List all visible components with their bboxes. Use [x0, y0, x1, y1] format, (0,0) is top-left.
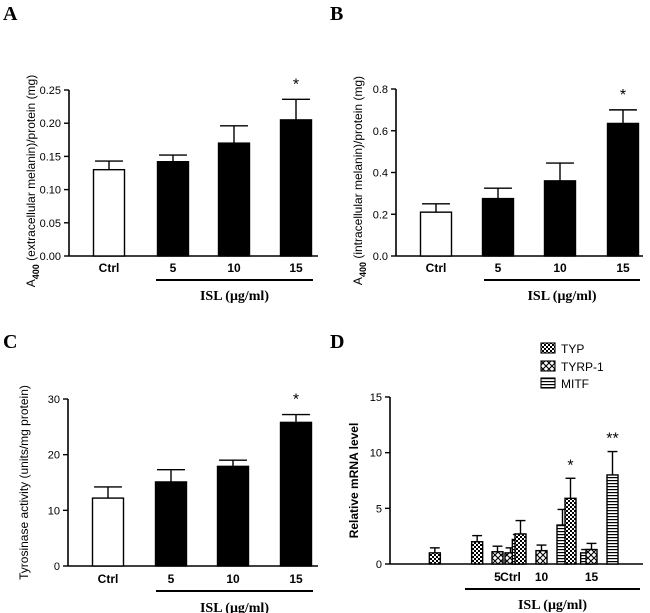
panel-b: B 0.0 0.2 0.4 0.6 0.8 A400 (intracellular mela… [330, 3, 643, 304]
significance-marker: * [293, 76, 299, 93]
bar-15 [606, 122, 640, 257]
x-tick-label: 5 [168, 572, 175, 586]
bar-10 [217, 142, 251, 257]
y-tick-label: 0.05 [40, 218, 61, 230]
y-tick-label: 15 [370, 392, 382, 404]
bar-5 [481, 197, 515, 257]
bar-typ-10 [514, 533, 527, 565]
x-tick-label: 15 [585, 570, 599, 584]
bar-tyrp-1-10 [535, 549, 548, 565]
panel-d: D 0 5 10 15 Relative mRNA level ISL (μg/ml) Ctr… [330, 331, 643, 613]
bar-ctrl [91, 497, 125, 567]
significance-marker: * [293, 392, 299, 409]
bar-tyrp-1-15 [585, 548, 598, 565]
panel-label: A [3, 3, 18, 25]
bar-ctrl [419, 211, 453, 257]
x-tick-label: 10 [226, 572, 240, 586]
y-tick-label: 0.6 [373, 126, 388, 138]
x-tick-label: 10 [535, 570, 549, 584]
y-tick-label: 30 [48, 394, 60, 406]
y-tick-label: 5 [376, 503, 382, 515]
x-tick-label: 15 [289, 572, 303, 586]
panel-label: C [3, 331, 17, 353]
x-tick-label: 10 [553, 261, 567, 275]
panel-label: D [330, 331, 344, 353]
y-tick-label: 0.0 [373, 251, 388, 263]
panel-label: B [330, 3, 343, 25]
legend-label: TYP [561, 342, 584, 356]
x-tick-label: 5 [170, 261, 177, 275]
bar-10 [216, 465, 250, 567]
legend-swatch-mitf [540, 377, 556, 389]
y-axis-label-prefix: A [351, 277, 365, 285]
group-label: ISL (μg/ml) [518, 598, 587, 613]
y-tick-label: 0 [54, 561, 60, 573]
legend-swatch-typ [540, 342, 556, 354]
y-tick-label: 0.15 [40, 151, 61, 163]
bar-5 [156, 161, 190, 257]
bar-15 [279, 119, 313, 257]
y-tick-label: 0.2 [373, 209, 388, 221]
legend-swatch-tyrp-1 [540, 360, 556, 372]
group-label: ISL (μg/ml) [200, 601, 269, 613]
y-tick-label: 0.25 [40, 85, 61, 97]
y-axis-label-text: (intracellular melanin)/protein (mg) [351, 76, 365, 262]
y-tick-label: 0.20 [40, 118, 61, 130]
significance-marker: * [620, 87, 626, 104]
y-axis-label: Tyrosinase activity (units/mg protein) [17, 385, 31, 580]
significance-marker: * [567, 457, 573, 474]
y-axis-label-subscript: 400 [358, 262, 368, 277]
x-tick-label: Ctrl [500, 570, 521, 584]
significance-marker: ** [606, 431, 618, 448]
y-axis-label-subscript: 400 [31, 264, 41, 279]
x-tick-label: 10 [227, 261, 241, 275]
x-tick-label: Ctrl [99, 261, 120, 275]
panel-c: C 0 10 20 30 Tyrosinase activity (units/mg pr… [3, 331, 318, 613]
y-axis-label-text: (extracellular melanin)/protein (mg) [24, 75, 38, 264]
y-axis-label-prefix: A [24, 279, 38, 287]
bar-15 [279, 421, 313, 567]
bar-typ-5 [470, 541, 484, 565]
y-tick-label: 0.10 [40, 185, 61, 197]
x-tick-label: 5 [495, 261, 502, 275]
y-tick-label: 0.4 [373, 168, 388, 180]
y-tick-label: 0 [376, 559, 382, 571]
bar-ctrl [92, 168, 126, 257]
group-label: ISL (μg/ml) [200, 289, 269, 304]
bar-typ-15 [564, 497, 577, 565]
legend-label: TYRP-1 [561, 360, 604, 374]
y-tick-label: 0.8 [373, 84, 388, 96]
bar-mitf-15 [606, 474, 619, 565]
bar-10 [543, 180, 577, 257]
y-tick-label: 10 [370, 448, 382, 460]
group-label: ISL (μg/ml) [527, 289, 596, 304]
x-tick-label: 15 [289, 261, 303, 275]
y-axis-label: Relative mRNA level [347, 423, 361, 539]
bar-typ-ctrl [428, 552, 442, 565]
x-tick-label: 15 [616, 261, 630, 275]
x-tick-label: Ctrl [98, 572, 119, 586]
x-tick-label: 5 [494, 570, 501, 584]
x-tick-label: Ctrl [426, 261, 447, 275]
y-tick-label: 20 [48, 450, 60, 462]
legend-label: MITF [561, 377, 589, 391]
bar-5 [154, 481, 188, 567]
bar-tyrp-1-5 [491, 551, 504, 565]
y-axis-label: A400 (extracellular melanin)/protein (mg… [24, 75, 41, 287]
y-axis-label: A400 (intracellular melanin)/protein (mg… [351, 76, 368, 285]
y-tick-label: 10 [48, 505, 60, 517]
y-tick-label: 0.00 [40, 251, 61, 263]
